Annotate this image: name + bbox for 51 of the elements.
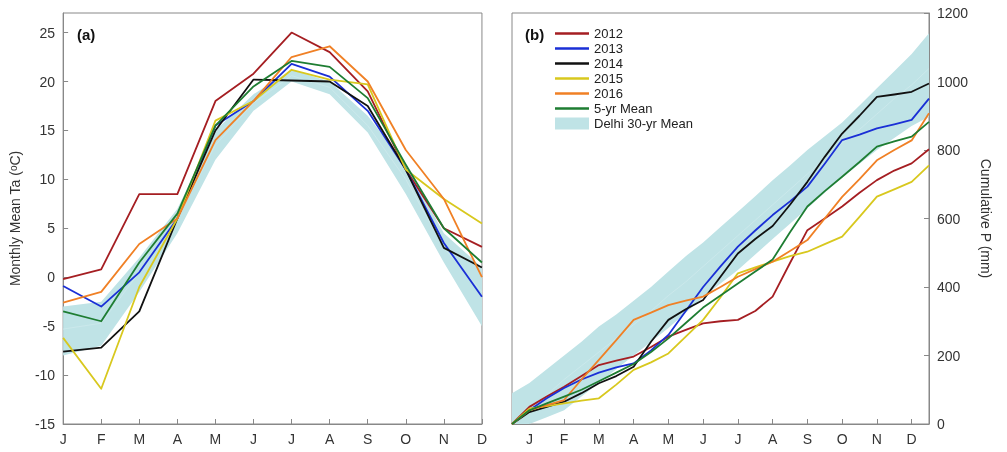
y-tick-label: -5: [42, 318, 56, 335]
x-tick-label: A: [767, 431, 778, 447]
y-tick-label: -15: [34, 416, 56, 432]
y-tick-label: 5: [47, 220, 56, 237]
y-tick-label: 10: [39, 171, 56, 188]
y-tick-label: 25: [39, 24, 56, 41]
y-tick-label: -10: [34, 367, 56, 384]
x-tick-label: M: [133, 431, 146, 447]
x-tick-label: M: [662, 431, 675, 447]
x-tick-label: M: [209, 431, 222, 447]
legend-label: 2014: [594, 56, 623, 71]
x-tick-label: O: [400, 431, 412, 447]
x-tick-label: J: [250, 431, 257, 447]
x-tick-label: M: [593, 431, 605, 447]
y2-tick-label: 800: [937, 142, 961, 158]
legend-label: 2012: [594, 26, 623, 41]
x-tick-label: F: [96, 431, 106, 447]
y2-tick-label: 400: [937, 279, 961, 295]
x-tick-label: J: [734, 431, 742, 447]
x-tick-label: J: [525, 431, 533, 447]
legend-label: 2016: [594, 86, 623, 101]
y-tick-label: 15: [39, 122, 56, 139]
x-tick-label: A: [628, 431, 639, 447]
y2-tick-label: 600: [937, 210, 961, 227]
x-tick-label: S: [802, 431, 813, 447]
x-tick-label: F: [559, 431, 569, 447]
x-tick-label: N: [871, 431, 882, 447]
x-tick-label: S: [363, 431, 373, 447]
text: (a): [77, 26, 96, 43]
x-tick-label: J: [288, 431, 296, 447]
x-tick-label: J: [699, 431, 707, 447]
x-tick-label: A: [172, 431, 183, 447]
x-tick-label: D: [906, 431, 917, 447]
y-axis-title: Monthly Mean Ta (oC): [7, 150, 23, 287]
x-tick-label: J: [59, 431, 67, 447]
legend-label: Delhi 30-yr Mean: [594, 116, 693, 131]
x-tick-label: O: [836, 431, 848, 447]
x-tick-label: A: [324, 431, 335, 447]
text: (b): [525, 26, 545, 43]
x-tick-label: D: [476, 431, 488, 447]
y-tick-label: 0: [47, 269, 56, 286]
y2-tick-label: 1200: [937, 5, 969, 21]
y2-tick-label: 0: [937, 416, 945, 432]
y2-axis-title: Cumulative P (mm): [978, 158, 995, 279]
legend-label: 2015: [594, 71, 623, 86]
y-tick-label: 20: [39, 73, 56, 90]
x-tick-label: N: [438, 431, 449, 447]
y2-tick-label: 200: [937, 347, 961, 364]
y2-tick-label: 1000: [937, 73, 969, 90]
legend-label: 5-yr Mean: [594, 101, 653, 116]
legend-label: 2013: [594, 41, 623, 56]
